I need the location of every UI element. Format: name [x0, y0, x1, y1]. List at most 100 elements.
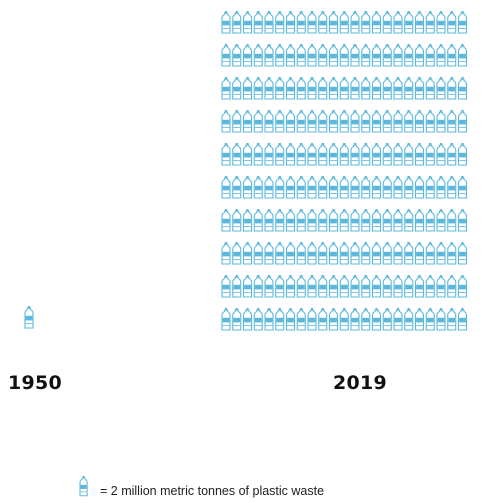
icons-2019 [221, 10, 468, 331]
bottle-icon-2019 [436, 208, 446, 232]
bottle-icon-2019 [447, 175, 457, 199]
bottle-icon-2019 [393, 208, 403, 232]
bottle-icon-2019 [436, 142, 446, 166]
bottle-icon-2019 [328, 43, 339, 67]
bottle-icon-2019 [425, 241, 435, 265]
bottle-icon-2019 [221, 142, 231, 166]
bottle-icon-2019 [425, 307, 435, 331]
bottle-icon-2019 [242, 76, 253, 100]
bottle-icon-2019 [318, 307, 328, 331]
bottle-icon-2019 [307, 43, 317, 67]
bottle-icon-2019 [328, 142, 339, 166]
bottle-icon-2019 [382, 76, 392, 100]
bottle-icon-2019 [242, 142, 253, 166]
bottle-icon-2019 [457, 274, 468, 298]
bottle-icon-2019 [350, 43, 360, 67]
bottle-icon-2019 [414, 241, 425, 265]
legend-bottle-icon-shape [79, 475, 88, 497]
bottle-icon-2019 [328, 76, 339, 100]
bottle-icon-2019 [253, 208, 263, 232]
bottle-icon-2019 [414, 307, 425, 331]
bottle-icon-2019 [425, 208, 435, 232]
bottle-icon-2019 [382, 208, 392, 232]
bottle-icon-2019 [232, 274, 242, 298]
bottle-icon-2019 [371, 175, 382, 199]
bottle-icon-2019 [328, 10, 339, 34]
bottle-icon-2019 [393, 274, 403, 298]
bottle-icon-2019 [361, 43, 371, 67]
bottle-icon-2019 [253, 274, 263, 298]
bottle-icon-2019 [232, 307, 242, 331]
bottle-icon-2019 [232, 142, 242, 166]
bottle-icon-2019 [404, 10, 414, 34]
bottle-icon-2019 [307, 208, 317, 232]
bottle-icon-2019 [296, 175, 306, 199]
bottle-icon-2019 [339, 109, 349, 133]
bottle-icon-2019 [382, 307, 392, 331]
bottle-icon-2019 [414, 142, 425, 166]
bottle-icon-2019 [371, 274, 382, 298]
bottle-icon-2019 [404, 109, 414, 133]
bottle-icon-2019 [275, 10, 285, 34]
bottle-icon-2019 [361, 109, 371, 133]
bottle-icon-2019 [275, 142, 285, 166]
bottle-icon-2019 [275, 274, 285, 298]
bottle-icon-2019 [328, 307, 339, 331]
bottle-icon-2019 [457, 10, 468, 34]
bottle-icon-2019 [296, 109, 306, 133]
bottle-icon-2019 [447, 10, 457, 34]
bottle-icon-2019 [264, 208, 274, 232]
bottle-icon-2019 [371, 307, 382, 331]
bottle-icon-2019 [328, 175, 339, 199]
bottle-icon-2019 [457, 208, 468, 232]
bottle-icon-2019 [242, 10, 253, 34]
bottle-icon-2019 [361, 241, 371, 265]
bottle-icon-2019 [253, 109, 263, 133]
bottle-icon-2019 [221, 208, 231, 232]
bottle-icon-2019 [264, 142, 274, 166]
bottle-icon-2019 [350, 109, 360, 133]
bottle-icon-2019 [242, 109, 253, 133]
bottle-icon-2019 [382, 175, 392, 199]
bottle-icon-2019 [232, 175, 242, 199]
bottle-icon-2019 [264, 274, 274, 298]
bottle-icon-2019 [307, 175, 317, 199]
bottle-icon-2019 [393, 109, 403, 133]
bottle-icon-2019 [371, 241, 382, 265]
bottle-icon-2019 [242, 274, 253, 298]
bottle-icon-2019 [339, 241, 349, 265]
bottle-icon-2019 [253, 76, 263, 100]
bottle-icon-2019 [275, 43, 285, 67]
bottle-icon-2019 [425, 43, 435, 67]
bottle-icon-2019 [425, 142, 435, 166]
bottle-icon-2019 [318, 76, 328, 100]
bottle-icon-2019 [275, 241, 285, 265]
bottle-icon-2019 [457, 142, 468, 166]
bottle-icon-2019 [382, 142, 392, 166]
bottle-icon-2019 [307, 76, 317, 100]
bottle-icon-2019 [296, 76, 306, 100]
bottle-icon-2019 [221, 76, 231, 100]
bottle-icon-2019 [457, 307, 468, 331]
bottle-icon-2019 [296, 142, 306, 166]
bottle-icon-2019 [221, 274, 231, 298]
bottle-icon-2019 [285, 241, 296, 265]
bottle-icon-2019 [414, 109, 425, 133]
bottle-icon-2019 [361, 208, 371, 232]
bottle-icon-2019 [404, 274, 414, 298]
bottle-icon-2019 [414, 43, 425, 67]
bottle-icon-2019 [436, 175, 446, 199]
bottle-icon-2019 [285, 208, 296, 232]
bottle-icon-2019 [242, 241, 253, 265]
bottle-icon-2019 [361, 274, 371, 298]
bottle-icon-2019 [350, 175, 360, 199]
bottle-icon-2019 [457, 109, 468, 133]
bottle-icon-2019 [436, 274, 446, 298]
bottle-icon-2019 [393, 142, 403, 166]
bottle-icon-2019 [361, 142, 371, 166]
bottle-icon-2019 [404, 208, 414, 232]
bottle-icon-2019 [264, 10, 274, 34]
bottle-icon-2019 [285, 274, 296, 298]
bottle-icon-2019 [264, 109, 274, 133]
bottle-icon-2019 [232, 208, 242, 232]
